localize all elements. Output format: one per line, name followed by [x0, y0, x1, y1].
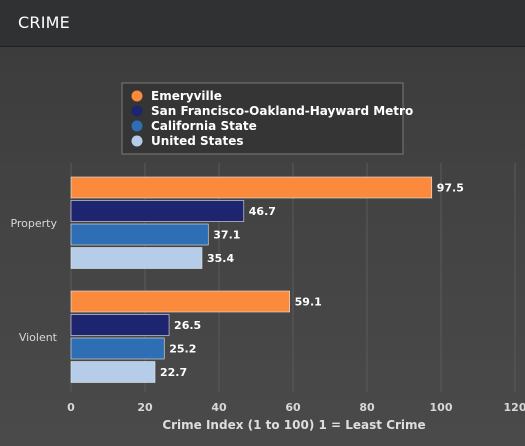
bar-property-2: [70, 223, 209, 246]
bars: [70, 176, 433, 383]
bar-violent-2: [70, 337, 165, 360]
value-label: 26.5: [174, 319, 201, 332]
bar-property-1: [70, 200, 245, 222]
x-tick-label: 100: [430, 401, 453, 414]
legend-label: San Francisco-Oakland-Hayward Metro: [151, 104, 413, 118]
bar-violent-1: [70, 314, 170, 336]
value-labels: 97.5 46.7 37.1 35.4 59.1 26.5 25.2 22.7: [160, 182, 464, 380]
value-label: 25.2: [169, 343, 196, 356]
category-label-property: Property: [10, 217, 57, 230]
category-label-violent: Violent: [19, 331, 58, 344]
x-tick-label: 60: [285, 401, 301, 414]
value-label: 22.7: [160, 366, 187, 379]
legend-marker: [131, 120, 143, 132]
value-label: 59.1: [295, 296, 322, 309]
x-tick-labels: 0 20 40 60 80 100 120: [67, 401, 525, 414]
x-tick-label: 40: [211, 401, 227, 414]
legend-label: Emeryville: [151, 89, 222, 103]
panel-header: CRIME: [0, 0, 525, 47]
legend-marker: [131, 135, 143, 147]
value-label: 97.5: [437, 182, 464, 195]
category-labels: Property Violent: [10, 217, 57, 344]
x-tick-label: 80: [359, 401, 375, 414]
legend-label: California State: [151, 119, 257, 133]
bar-violent-0: [70, 290, 290, 313]
bar-property-3: [70, 247, 203, 269]
x-axis-title: Crime Index (1 to 100) 1 = Least Crime: [162, 418, 425, 432]
bar-violent-3: [70, 361, 156, 383]
x-tick-label: 0: [67, 401, 75, 414]
value-label: 35.4: [207, 252, 234, 265]
value-label: 46.7: [249, 205, 276, 218]
value-label: 37.1: [213, 229, 240, 242]
legend-box: [121, 82, 404, 155]
legend-label: United States: [151, 134, 244, 148]
legend-marker: [131, 105, 143, 117]
x-tick-label: 20: [137, 401, 153, 414]
x-tick-label: 120: [504, 401, 525, 414]
panel-title: CRIME: [18, 13, 70, 32]
legend-marker: [131, 90, 143, 102]
bar-property-0: [70, 176, 433, 199]
